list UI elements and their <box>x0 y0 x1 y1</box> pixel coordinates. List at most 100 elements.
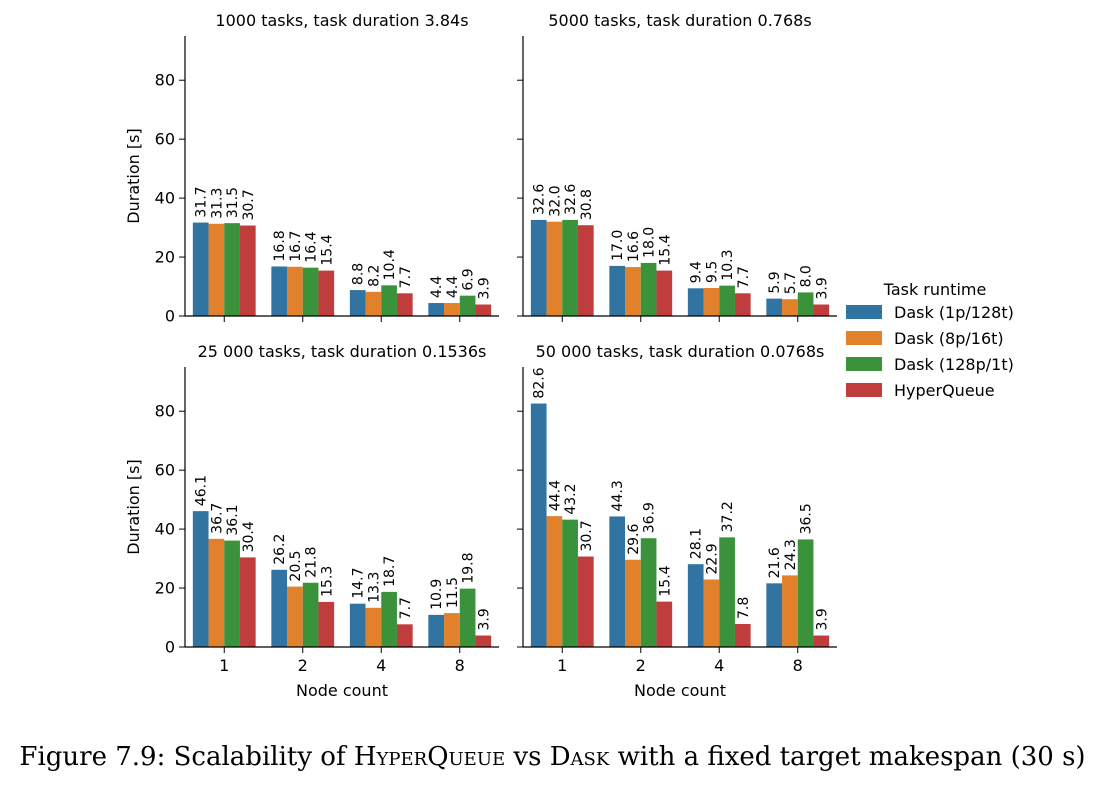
data-label: 29.6 <box>626 523 642 554</box>
bar <box>530 403 547 647</box>
data-label: 4.4 <box>445 276 461 298</box>
x-tick-label: 1 <box>219 656 229 675</box>
data-label: 28.1 <box>689 528 705 559</box>
bar <box>349 603 366 647</box>
x-tick-label: 8 <box>455 656 465 675</box>
data-label: 7.8 <box>736 597 752 619</box>
data-label: 21.6 <box>767 547 783 578</box>
bar <box>813 635 830 647</box>
data-label: 3.9 <box>814 608 830 630</box>
bar <box>546 516 563 647</box>
data-label: 30.7 <box>241 189 257 220</box>
bar <box>239 557 256 647</box>
legend-swatch <box>846 331 882 345</box>
y-tick-label: 60 <box>155 461 175 480</box>
bar <box>365 291 382 316</box>
x-tick-label: 2 <box>298 656 308 675</box>
legend-title: Task runtime <box>883 280 987 299</box>
data-label: 21.8 <box>304 547 320 578</box>
bar <box>192 511 209 647</box>
bar <box>287 586 303 647</box>
panel-2: 5000 tasks, task duration 0.768s 32.6 17.0… <box>517 11 837 322</box>
bar <box>562 219 578 316</box>
y-tick-label: 20 <box>155 579 175 598</box>
legend-item-label: HyperQueue <box>894 381 995 400</box>
bar <box>428 303 445 316</box>
bar <box>208 538 225 647</box>
panel-1: 1000 tasks, task duration 3.84s 31.7 16.8 8… <box>124 11 499 326</box>
panel-title: 50 000 tasks, task duration 0.0768s <box>536 342 825 361</box>
bar <box>782 299 798 316</box>
data-label: 11.5 <box>445 577 461 608</box>
bar <box>656 270 673 316</box>
data-label: 17.0 <box>610 230 626 261</box>
y-axis-label: Duration [s] <box>124 128 143 223</box>
data-label: 15.3 <box>319 566 335 597</box>
data-label: 36.1 <box>225 504 241 535</box>
bar <box>656 601 673 647</box>
bar <box>459 588 476 647</box>
bar <box>271 266 288 316</box>
data-label: 46.1 <box>194 475 210 506</box>
legend-swatch <box>846 357 882 371</box>
data-label: 37.2 <box>720 501 736 532</box>
bar <box>381 285 397 316</box>
data-label: 9.5 <box>704 261 720 283</box>
data-label: 8.2 <box>366 265 382 287</box>
y-tick-label: 80 <box>155 402 175 421</box>
panel-3: 25 000 tasks, task duration 0.1536s 46.1 2… <box>124 342 499 700</box>
bar <box>318 601 335 647</box>
data-label: 8.8 <box>351 263 367 285</box>
data-label: 30.4 <box>241 521 257 552</box>
bar <box>813 304 830 316</box>
x-tick-label: 4 <box>376 656 386 675</box>
data-label: 16.4 <box>304 231 320 262</box>
bar <box>640 262 657 316</box>
data-label: 5.7 <box>783 272 799 294</box>
bar <box>687 288 704 316</box>
panel-title: 5000 tasks, task duration 0.768s <box>548 11 811 30</box>
bar <box>766 298 783 316</box>
bar <box>475 304 492 316</box>
data-label: 26.2 <box>272 534 288 565</box>
bar <box>444 303 460 316</box>
data-label: 44.3 <box>610 480 626 511</box>
figure-caption: Figure 7.9: Scalability of HyperQueue vs… <box>0 742 1105 772</box>
bar <box>577 225 594 316</box>
bar <box>609 516 626 647</box>
data-label: 19.8 <box>461 552 477 583</box>
data-label: 14.7 <box>351 567 367 598</box>
bar <box>687 564 704 647</box>
x-tick-label: 2 <box>636 656 646 675</box>
y-axis-label: Duration [s] <box>124 459 143 554</box>
bar <box>766 583 783 647</box>
data-label: 18.0 <box>642 227 658 258</box>
caption-name-hyperqueue: HyperQueue <box>353 742 506 772</box>
bar <box>271 569 288 647</box>
data-label: 10.9 <box>429 579 445 610</box>
bar <box>239 225 256 316</box>
bar <box>459 295 476 316</box>
y-tick-label: 40 <box>155 189 175 208</box>
panel-4: 50 000 tasks, task duration 0.0768s 82.6 4… <box>517 342 837 700</box>
bar <box>782 575 798 647</box>
x-tick-label: 4 <box>714 656 724 675</box>
data-label: 16.8 <box>272 230 288 261</box>
caption-suffix: with a fixed target makespan (30 s) <box>609 742 1086 772</box>
caption-name-dask: Dask <box>549 742 610 772</box>
bar <box>719 285 735 316</box>
bar <box>224 223 240 316</box>
data-label: 24.3 <box>783 539 799 570</box>
bar <box>428 614 445 647</box>
data-label: 15.4 <box>319 234 335 265</box>
data-label: 3.9 <box>814 277 830 299</box>
caption-middle: vs <box>505 742 550 772</box>
data-label: 15.4 <box>657 565 673 596</box>
legend-swatch <box>846 383 882 397</box>
data-label: 3.9 <box>476 608 492 630</box>
data-label: 36.7 <box>209 503 225 534</box>
legend-swatch <box>846 305 882 319</box>
data-label: 22.9 <box>704 543 720 574</box>
data-label: 30.7 <box>579 520 595 551</box>
